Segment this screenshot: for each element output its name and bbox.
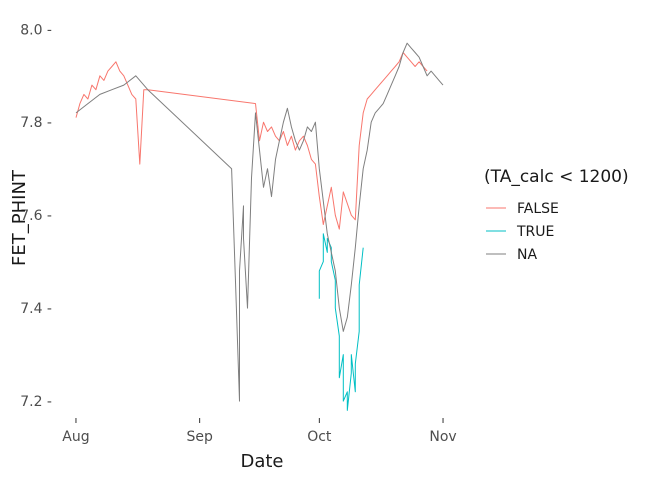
legend: (TA_calc < 1200) FALSE TRUE NA bbox=[484, 167, 629, 263]
legend-label-true: TRUE bbox=[516, 224, 554, 240]
legend-label-na: NA bbox=[517, 247, 537, 263]
y-tick-label: 7.4 - bbox=[20, 301, 52, 317]
x-axis: Aug Sep Oct Nov bbox=[62, 418, 457, 445]
y-tick-label: 7.8 - bbox=[20, 115, 52, 131]
series-line-na bbox=[75, 42, 444, 402]
legend-label-false: FALSE bbox=[517, 201, 559, 217]
x-tick-label: Nov bbox=[429, 429, 456, 445]
x-tick-label: Oct bbox=[307, 429, 332, 445]
legend-title: (TA_calc < 1200) bbox=[484, 167, 629, 187]
x-tick-label: Sep bbox=[186, 429, 213, 445]
y-tick-label: 7.6 - bbox=[20, 208, 52, 224]
series-line-false bbox=[75, 52, 428, 230]
y-tick-label: 7.2 - bbox=[20, 394, 52, 410]
y-axis: 7.2 - 7.4 - 7.6 - 7.8 - 8.0 - bbox=[20, 22, 52, 410]
y-axis-title: FET_PHINT bbox=[9, 169, 30, 266]
x-tick-label: Aug bbox=[62, 429, 89, 445]
y-tick-label: 8.0 - bbox=[20, 22, 52, 38]
plot-area bbox=[75, 42, 444, 411]
x-axis-title: Date bbox=[240, 451, 283, 472]
series-line-true bbox=[318, 233, 364, 411]
